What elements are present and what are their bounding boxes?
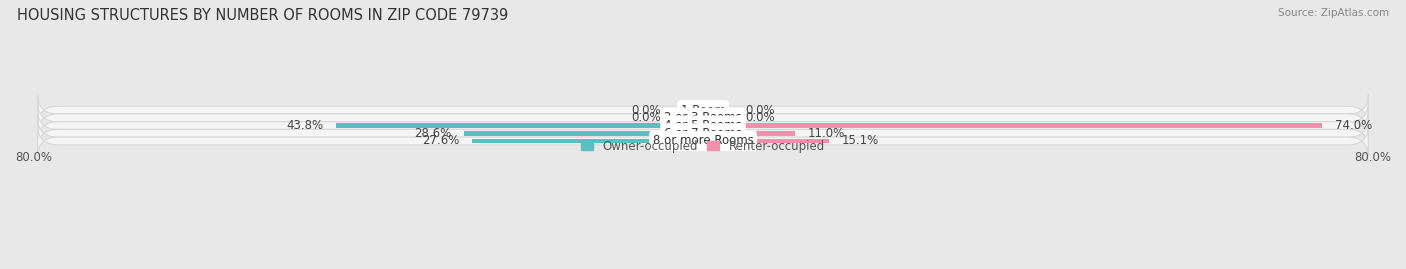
FancyBboxPatch shape	[38, 126, 1368, 156]
Text: 0.0%: 0.0%	[631, 111, 661, 124]
Text: 2 or 3 Rooms: 2 or 3 Rooms	[664, 111, 742, 124]
Bar	[703, 139, 830, 143]
Bar	[464, 131, 703, 136]
Text: 43.8%: 43.8%	[287, 119, 323, 132]
Text: 0.0%: 0.0%	[745, 111, 775, 124]
Legend: Owner-occupied, Renter-occupied: Owner-occupied, Renter-occupied	[576, 135, 830, 157]
Bar	[703, 115, 733, 120]
Text: Source: ZipAtlas.com: Source: ZipAtlas.com	[1278, 8, 1389, 18]
Bar	[703, 123, 1322, 128]
Bar	[703, 131, 794, 136]
Text: 1 Room: 1 Room	[681, 104, 725, 116]
FancyBboxPatch shape	[38, 110, 1368, 141]
Text: 74.0%: 74.0%	[1334, 119, 1372, 132]
Text: 8 or more Rooms: 8 or more Rooms	[652, 134, 754, 147]
FancyBboxPatch shape	[38, 102, 1368, 133]
Bar	[336, 123, 703, 128]
Text: 4 or 5 Rooms: 4 or 5 Rooms	[664, 119, 742, 132]
Bar	[673, 115, 703, 120]
Bar	[472, 139, 703, 143]
Text: HOUSING STRUCTURES BY NUMBER OF ROOMS IN ZIP CODE 79739: HOUSING STRUCTURES BY NUMBER OF ROOMS IN…	[17, 8, 508, 23]
FancyBboxPatch shape	[38, 95, 1368, 125]
Text: 6 or 7 Rooms: 6 or 7 Rooms	[664, 127, 742, 140]
Text: 0.0%: 0.0%	[631, 104, 661, 116]
Bar	[673, 108, 703, 112]
Bar	[703, 108, 733, 112]
Text: 27.6%: 27.6%	[422, 134, 460, 147]
Text: 0.0%: 0.0%	[745, 104, 775, 116]
Text: 11.0%: 11.0%	[807, 127, 845, 140]
Text: 15.1%: 15.1%	[842, 134, 879, 147]
Text: 28.6%: 28.6%	[413, 127, 451, 140]
FancyBboxPatch shape	[38, 118, 1368, 149]
